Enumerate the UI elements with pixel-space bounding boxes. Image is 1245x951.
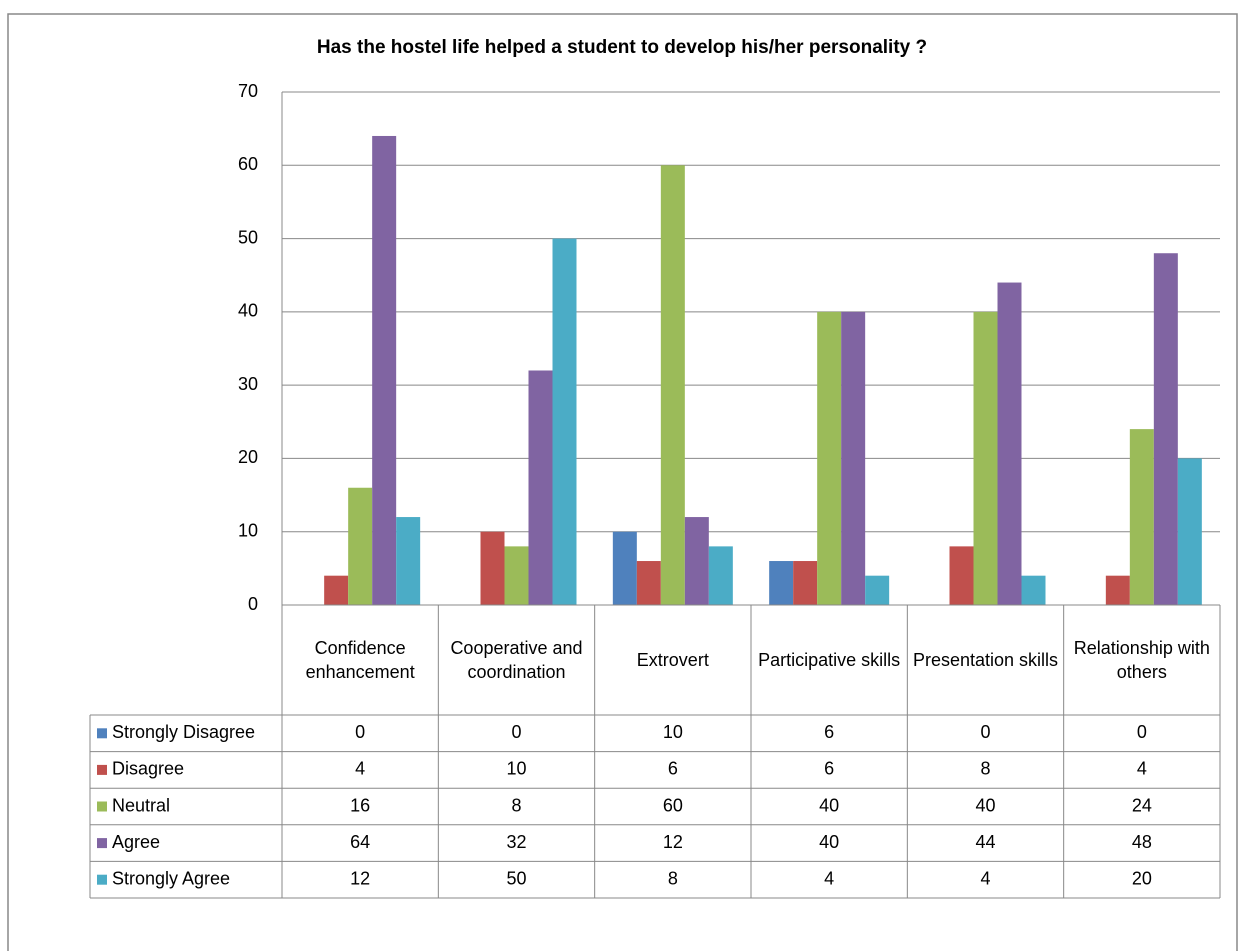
table-value: 6 <box>824 722 834 742</box>
table-value: 4 <box>355 759 365 779</box>
table-value: 12 <box>350 868 370 888</box>
bar <box>324 575 349 605</box>
x-tick-label: Cooperative and coordination <box>450 638 583 682</box>
bar <box>708 546 733 605</box>
bar <box>636 561 661 605</box>
bar <box>949 546 974 605</box>
table-value: 0 <box>355 722 365 742</box>
x-tick-label: Extrovert <box>636 650 709 670</box>
y-tick-label: 0 <box>248 594 258 614</box>
table-value: 8 <box>668 868 678 888</box>
y-tick-label: 40 <box>238 301 258 321</box>
bar <box>997 282 1022 605</box>
y-tick-label: 10 <box>238 520 258 540</box>
table-value: 10 <box>663 722 683 742</box>
legend-label: Agree <box>112 832 160 852</box>
bar <box>1177 458 1202 605</box>
table-value: 20 <box>1132 868 1152 888</box>
legend-label: Strongly Agree <box>112 868 230 888</box>
bar <box>817 311 842 605</box>
bar <box>552 238 577 606</box>
table-value: 0 <box>511 722 521 742</box>
y-tick-label: 30 <box>238 374 258 394</box>
bar <box>841 311 866 605</box>
table-value: 0 <box>1137 722 1147 742</box>
table-value: 6 <box>668 759 678 779</box>
legend-label: Strongly Disagree <box>112 722 255 742</box>
table-value: 64 <box>350 832 370 852</box>
x-tick-label: Relationship with others <box>1073 638 1210 682</box>
bar <box>1129 429 1154 605</box>
legend-label: Disagree <box>112 759 184 779</box>
table-value: 6 <box>824 759 834 779</box>
table-value: 40 <box>819 832 839 852</box>
table-value: 60 <box>663 795 683 815</box>
bar <box>504 546 529 605</box>
bar <box>372 135 397 605</box>
bar <box>480 531 505 605</box>
bar <box>660 165 685 606</box>
bar <box>684 517 709 605</box>
table-value: 48 <box>1132 832 1152 852</box>
table-value: 8 <box>511 795 521 815</box>
legend-key <box>97 801 107 812</box>
bar <box>865 575 890 605</box>
table-value: 10 <box>506 759 526 779</box>
y-tick-label: 60 <box>238 154 258 174</box>
table-value: 40 <box>975 795 995 815</box>
table-value: 32 <box>506 832 526 852</box>
table-value: 4 <box>824 868 834 888</box>
legend-key <box>97 838 107 849</box>
legend-key <box>97 764 107 775</box>
table-value: 50 <box>506 868 526 888</box>
chart-border <box>7 13 1238 951</box>
y-tick-label: 20 <box>238 447 258 467</box>
table-value: 4 <box>980 868 990 888</box>
bar <box>973 311 998 605</box>
legend-label: Neutral <box>112 795 170 815</box>
table-value: 12 <box>663 832 683 852</box>
y-tick-label: 70 <box>238 81 258 101</box>
chart-title: Has the hostel life helped a student to … <box>317 37 927 58</box>
table-value: 8 <box>980 759 990 779</box>
table-value: 44 <box>975 832 995 852</box>
table-value: 40 <box>819 795 839 815</box>
table-value: 16 <box>350 795 370 815</box>
bar <box>1105 575 1130 605</box>
bar <box>769 561 794 605</box>
legend-key <box>97 874 107 885</box>
bar <box>396 517 421 605</box>
bar <box>793 561 818 605</box>
bar <box>1021 575 1046 605</box>
x-tick-label: Presentation skills <box>912 650 1059 670</box>
bar <box>612 531 637 605</box>
table-value: 24 <box>1132 795 1152 815</box>
bar <box>528 370 553 605</box>
x-tick-label: Participative skills <box>758 650 901 670</box>
table-value: 4 <box>1137 759 1147 779</box>
table-value: 0 <box>980 722 990 742</box>
bar <box>348 487 373 605</box>
y-tick-label: 50 <box>238 227 258 247</box>
bar <box>1153 253 1178 605</box>
legend-key <box>97 728 107 739</box>
x-tick-label: Confidence enhancement <box>305 638 415 682</box>
